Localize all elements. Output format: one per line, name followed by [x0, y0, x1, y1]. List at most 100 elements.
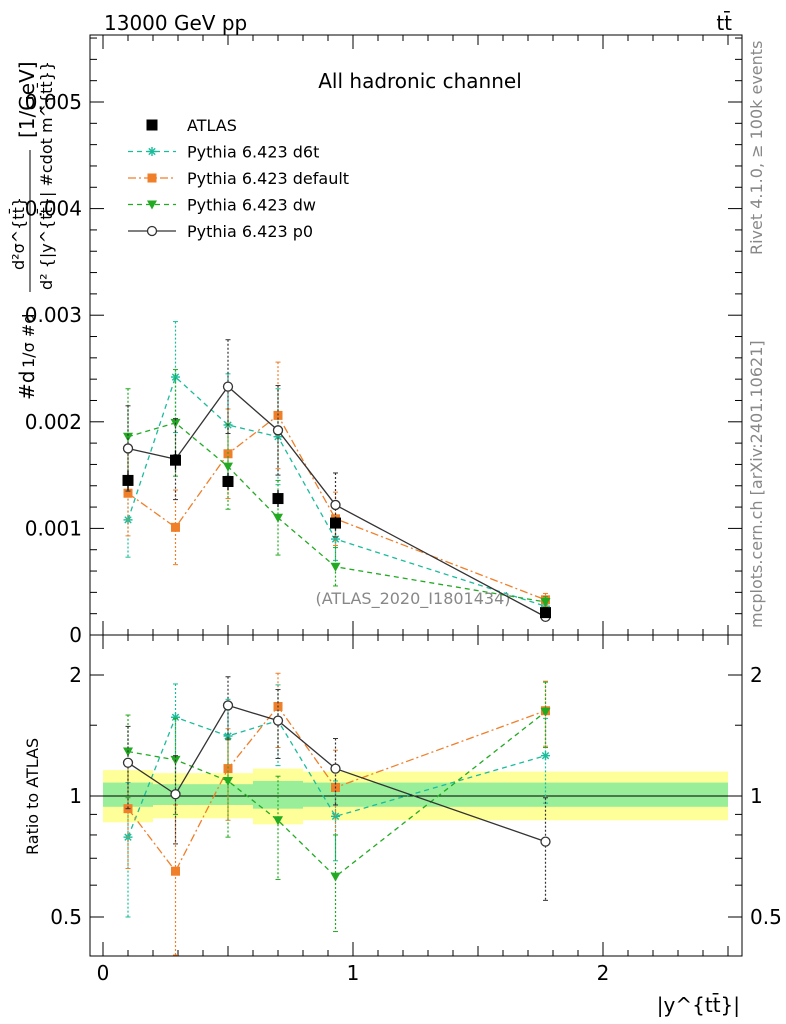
- series-point-pythia-6-423-p0-shape: [272, 425, 284, 436]
- ratio-point-pythia-6-423-p0: [272, 715, 284, 726]
- source-label: mcplots.cern.ch [arXiv:2401.10621]: [747, 340, 766, 628]
- series-point-pythia-6-423-p0: [330, 499, 341, 511]
- ratio-point-pythia-6-423-d6t-stroke: [171, 713, 180, 721]
- main-ytick-label: 0.001: [25, 516, 82, 540]
- ratio-point-pythia-6-423-d6t: [171, 712, 180, 722]
- ratio-point-pythia-6-423-dw-shape: [540, 707, 551, 717]
- series-point-pythia-6-423-default: [123, 488, 133, 498]
- analysis-label: (ATLAS_2020_I1801434): [315, 589, 510, 609]
- ratio-point-pythia-6-423-default-shape: [171, 866, 180, 876]
- ratio-point-pythia-6-423-dw: [223, 776, 233, 786]
- ratio-ytick-label-right: 1: [750, 784, 763, 808]
- legend-marker-pythia-6-423-p0: [146, 225, 158, 237]
- main-y-axis-label: #d 1/σ #d d²σ^{tt̄} d² {|y^{tt̄}| #cdot …: [9, 61, 56, 400]
- atlas-point-shape: [222, 475, 234, 487]
- series-point-pythia-6-423-default: [171, 522, 180, 532]
- legend-marker-atlas-shape: [146, 119, 158, 131]
- legend-entry-pythia-6-423-d6t: Pythia 6.423 d6t: [128, 143, 319, 162]
- atlas-point-shape: [272, 493, 284, 505]
- ratio-ytick-label: 0.5: [50, 905, 82, 929]
- ratio-point-pythia-6-423-p0-shape: [222, 700, 234, 711]
- ratio-line-pythia-6-423-dw: [127, 711, 546, 878]
- main-ytick-label: 0.003: [25, 303, 82, 327]
- atlas-point: [222, 475, 234, 487]
- legend-marker-pythia-6-423-dw-shape: [147, 200, 157, 210]
- series-line-pythia-6-423-p0: [127, 385, 546, 618]
- ratio-point-pythia-6-423-p0: [122, 757, 134, 768]
- legend-marker-pythia-6-423-d6t: [147, 147, 157, 156]
- series-point-pythia-6-423-dw: [123, 432, 133, 442]
- legend-marker-pythia-6-423-default-shape: [147, 173, 157, 183]
- xtick-label: 0: [97, 961, 110, 985]
- ratio-point-pythia-6-423-dw-shape: [330, 872, 341, 882]
- ratio-point-pythia-6-423-d6t-stroke: [541, 751, 550, 760]
- series-pythia-6-423-dw: [123, 369, 551, 933]
- ratio-point-pythia-6-423-dw-shape: [273, 816, 283, 826]
- series-point-pythia-6-423-p0: [272, 425, 284, 436]
- ratio-point-pythia-6-423-p0: [330, 763, 341, 774]
- ratio-point-pythia-6-423-d6t: [331, 811, 340, 821]
- ratio-point-pythia-6-423-dw: [273, 816, 283, 826]
- main-ytick-label: 0: [69, 623, 82, 647]
- process-label: tt̄: [716, 10, 732, 35]
- main-ylabel-unit: [1/GeV]: [15, 61, 39, 138]
- series-line-pythia-6-423-d6t: [127, 375, 546, 607]
- series-point-pythia-6-423-p0-shape: [330, 499, 341, 511]
- series-point-pythia-6-423-dw: [540, 597, 551, 607]
- series-point-pythia-6-423-dw: [223, 462, 233, 472]
- main-ylabel-den: d² {|y^{tt̄}| #cdot m^{tt̄}}: [37, 61, 56, 290]
- series-point-pythia-6-423-d6t: [331, 534, 340, 544]
- energy-label: 13000 GeV pp: [104, 11, 247, 35]
- ratio-point-pythia-6-423-default: [223, 764, 233, 774]
- legend-label-atlas: ATLAS: [187, 116, 237, 135]
- legend-marker-pythia-6-423-d6t-stroke: [148, 147, 156, 156]
- series-atlas: [122, 450, 551, 619]
- series-point-pythia-6-423-p0-shape: [122, 443, 134, 454]
- series-point-pythia-6-423-dw-shape: [273, 513, 283, 523]
- ratio-ytick-label-right: 2: [750, 663, 763, 687]
- atlas-point-shape: [330, 517, 341, 529]
- legend-marker-pythia-6-423-p0-shape: [146, 225, 158, 237]
- atlas-point-shape: [540, 607, 551, 619]
- main-ytick-label: 0.005: [25, 90, 82, 114]
- ratio-point-pythia-6-423-p0-shape: [272, 715, 284, 726]
- legend-marker-atlas: [146, 119, 158, 131]
- series-point-pythia-6-423-dw-shape: [123, 432, 133, 442]
- series-pythia-6-423-default: [123, 361, 550, 956]
- atlas-point-shape: [170, 454, 181, 466]
- ratio-point-pythia-6-423-d6t: [541, 751, 550, 761]
- rivet-label: Rivet 4.1.0, ≥ 100k events: [747, 41, 766, 255]
- atlas-point: [540, 607, 551, 619]
- legend-label-pythia-6-423-d6t: Pythia 6.423 d6t: [187, 143, 319, 162]
- series-pythia-6-423-p0: [122, 339, 551, 901]
- series-point-pythia-6-423-dw-shape: [540, 597, 551, 607]
- legend-label-pythia-6-423-p0: Pythia 6.423 p0: [187, 222, 313, 241]
- ratio-ytick-label: 2: [69, 663, 82, 687]
- series-point-pythia-6-423-dw: [273, 513, 283, 523]
- legend-marker-pythia-6-423-dw: [147, 200, 157, 210]
- atlas-point: [170, 454, 181, 466]
- main-ylabel-frac: 1/σ #d: [19, 314, 38, 368]
- main-ylabel-num: d²σ^{tt̄}: [9, 197, 28, 270]
- series-point-pythia-6-423-dw-shape: [223, 462, 233, 472]
- xtick-label: 1: [347, 961, 360, 985]
- legend-entry-pythia-6-423-default: Pythia 6.423 default: [128, 169, 349, 188]
- series-point-pythia-6-423-default-shape: [171, 522, 180, 532]
- series-point-pythia-6-423-dw-shape: [330, 562, 341, 572]
- atlas-point-shape: [122, 474, 134, 486]
- ratio-point-pythia-6-423-d6t-stroke: [331, 812, 340, 821]
- series-point-pythia-6-423-p0: [222, 381, 234, 392]
- ratio-point-pythia-6-423-p0-shape: [122, 757, 134, 768]
- chart-title: All hadronic channel: [318, 69, 522, 93]
- ratio-point-pythia-6-423-p0: [222, 700, 234, 711]
- main-ytick-label: 0.004: [25, 197, 82, 221]
- x-axis-label: |y^{tt̄}|: [657, 992, 740, 1017]
- ratio-point-pythia-6-423-p0-shape: [170, 789, 181, 800]
- ratio-ytick-label-right: 0.5: [750, 905, 782, 929]
- legend-label-pythia-6-423-default: Pythia 6.423 default: [187, 169, 349, 188]
- series-point-pythia-6-423-dw: [330, 562, 341, 572]
- ratio-y-axis-label: Ratio to ATLAS: [23, 738, 42, 855]
- legend-label-pythia-6-423-dw: Pythia 6.423 dw: [187, 196, 316, 215]
- main-ytick-label: 0.002: [25, 410, 82, 434]
